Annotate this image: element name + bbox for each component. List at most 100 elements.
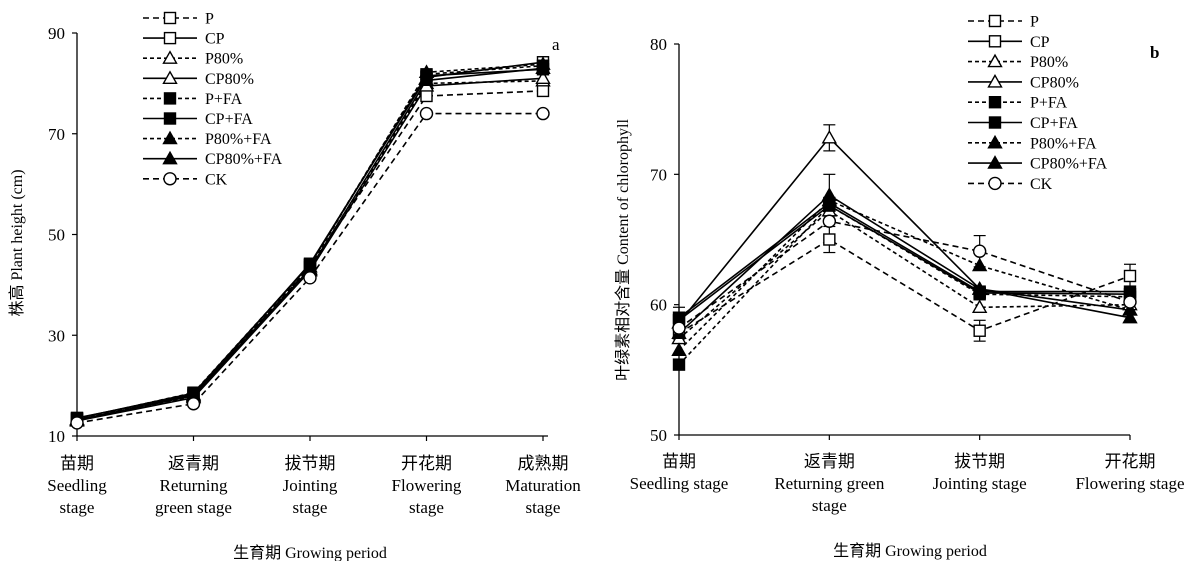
- panel-a-legend-entry-p80pct-plus-fa: P80%+FA: [143, 130, 272, 148]
- panel-b-series-line-cp-plus-fa: [678, 202, 1130, 319]
- panel-a-plant-height: 10 30 50 70 90 苗期 Seedling stage 返青期 Returning gr…: [8, 11, 581, 561]
- panel-a-category-label-line: 开花期: [401, 454, 452, 473]
- panel-b-legend-entry-p80pct: P80%: [968, 53, 1068, 71]
- panel-b-legend-entry-p: P: [968, 14, 1039, 31]
- panel-a-legend-entry-cp: CP: [143, 31, 225, 48]
- panel-a-legend-entry-ck: CK: [143, 171, 228, 188]
- panel-b-chlorophyll: 50 60 70 80 苗期 Seedling stage 返青期 Returning gr…: [614, 14, 1185, 561]
- panel-a-y-tick-label: 30: [48, 326, 65, 345]
- panel-b-legend-marker: [987, 134, 1003, 149]
- panel-b-legend-marker: [988, 116, 1002, 129]
- panel-b-category-label-line: Seedling stage: [630, 474, 729, 493]
- panel-a-legend-entry-p: P: [143, 11, 214, 28]
- panel-a-legend-marker: [162, 150, 178, 165]
- panel-b-point-ck: [1123, 295, 1137, 309]
- panel-a-legend-marker: [162, 50, 178, 64]
- panel-b-category-label-line: Flowering stage: [1075, 474, 1184, 493]
- panel-b-category-label: 开花期 Flowering stage: [1075, 452, 1184, 493]
- panel-a-legend-label: CP+FA: [205, 111, 253, 128]
- panel-a-series-line-p80pct-plus-fa: [76, 63, 544, 421]
- panel-a-legend: P CP P80% CP80% P+FA CP+FA P80%+FA CP80%+FA CK: [143, 11, 283, 188]
- panel-a-category-label-line: Seedling: [47, 476, 107, 495]
- panel-a-category-label: 开花期 Flowering stage: [392, 454, 462, 517]
- panel-b-series-line-p80pct-plus-fa: [678, 199, 1131, 351]
- panel-b-legend-entry-p80pct-plus-fa: P80%+FA: [968, 134, 1097, 152]
- panel-a-series-markers: [69, 56, 551, 430]
- panel-b-point-ck: [972, 244, 987, 258]
- panel-a-y-tick-label: 50: [48, 226, 65, 245]
- panel-b-legend-entry-cp: CP: [968, 34, 1050, 51]
- panel-b-legend: P CP P80% CP80% P+FA CP+FA P80%+FA CP80%+FA CK: [968, 14, 1108, 193]
- panel-b-series-line-cp80pct: [678, 136, 1131, 324]
- panel-b-legend-marker: [987, 155, 1003, 169]
- panel-b-legend-entry-cp80pct-plus-fa: CP80%+FA: [968, 155, 1108, 173]
- panel-a-x-axis-title: 生育期 Growing period: [233, 544, 387, 561]
- panel-b-y-tick-label: 70: [650, 165, 667, 184]
- panel-a-x-ticks: [76, 436, 544, 441]
- panel-a-legend-label: CP: [205, 31, 225, 48]
- panel-a-legend-label: P80%+FA: [205, 131, 272, 148]
- panel-b-category-label-line: 苗期: [662, 452, 696, 471]
- panel-b-legend-label: CP80%+FA: [1030, 156, 1108, 173]
- panel-b-point-p80pct-plus-fa: [971, 257, 988, 272]
- panel-b-legend-marker: [988, 95, 1002, 109]
- panel-b-point-cp80pct-plus-fa: [1122, 309, 1138, 324]
- panel-a-legend-entry-p80pct: P80%: [143, 50, 243, 68]
- panel-a-y-ticks: 10 30 50 70 90: [48, 24, 77, 446]
- panel-b-y-axis-title: 叶绿素相对含量 Content of chlorophyll: [614, 119, 632, 381]
- panel-b-y-tick-label: 80: [650, 35, 667, 54]
- panel-b-legend-label: CK: [1030, 176, 1053, 193]
- panel-a-point-ck: [186, 397, 201, 411]
- panel-a-point-p: [536, 84, 550, 98]
- panel-b-point-p80pct-plus-fa: [671, 342, 687, 356]
- panel-b-category-label: 返青期 Returning green stage: [774, 452, 884, 515]
- panel-b-legend-label: CP+FA: [1030, 115, 1078, 132]
- panel-a-category-label-line: 成熟期: [518, 453, 569, 473]
- panel-b-point-ck: [822, 214, 837, 228]
- panel-b-legend-label: CP: [1030, 34, 1050, 51]
- panel-b-legend-marker: [988, 176, 1002, 191]
- panel-a-category-label-line: stage: [526, 498, 561, 517]
- panel-a-point-ck: [70, 416, 84, 430]
- panel-b-legend-marker: [988, 35, 1002, 48]
- panel-a-category-label: 苗期 Seedling stage: [47, 454, 107, 517]
- panel-a-y-tick-label: 10: [48, 427, 65, 446]
- panel-b-legend-marker: [987, 73, 1003, 88]
- panel-b-series-line-ck: [678, 220, 1131, 329]
- panel-b-point-ck: [672, 321, 686, 335]
- panel-a-legend-label: P80%: [205, 51, 243, 68]
- panel-a-legend-entry-cp80pct-plus-fa: CP80%+FA: [143, 150, 283, 168]
- panel-a-point-cp80pct-plus-fa: [418, 72, 435, 87]
- panel-a-point-cp80pct-plus-fa: [535, 60, 551, 74]
- panel-a-legend-entry-p-plus-fa: P+FA: [143, 91, 243, 108]
- panel-b-series-line-p80pct: [678, 209, 1131, 340]
- panel-b-category-label-line: 开花期: [1105, 452, 1156, 471]
- panel-a-category-label-line: Jointing: [283, 476, 338, 495]
- panel-a-legend-marker: [163, 11, 177, 25]
- panel-b-legend-label: P80%+FA: [1030, 135, 1097, 152]
- panel-a-category-label-line: Maturation: [505, 476, 581, 495]
- panel-b-legend-marker: [988, 14, 1002, 28]
- panel-a-series-line-p80pct: [76, 80, 544, 421]
- panel-b-legend-marker: [987, 53, 1003, 68]
- panel-a-category-label-line: 苗期: [60, 454, 94, 473]
- panel-a-point-ck: [303, 271, 317, 285]
- panel-a-legend-marker: [163, 112, 177, 125]
- panel-b-legend-label: P: [1030, 14, 1039, 31]
- panel-b-y-tick-label: 50: [650, 426, 667, 445]
- panel-a-legend-marker: [163, 92, 177, 105]
- panel-b-category-label-line: 拔节期: [954, 452, 1005, 471]
- panel-a-legend-label: CP80%+FA: [205, 151, 283, 168]
- panel-b-legend-entry-p-plus-fa: P+FA: [968, 95, 1068, 112]
- panel-b-category-label-line: Jointing stage: [933, 474, 1027, 493]
- panel-b-legend-entry-ck: CK: [968, 176, 1053, 193]
- panel-a-point-cp80pct: [535, 70, 551, 85]
- panel-b-point-p: [973, 324, 986, 337]
- panel-b-series-line-p: [678, 238, 1131, 334]
- panel-a-legend-marker: [163, 31, 177, 45]
- panel-b-series-line-cp80pct-plus-fa: [678, 194, 1131, 334]
- panel-a-series-lines: [76, 61, 544, 424]
- panel-a-series-line-cp: [76, 61, 544, 419]
- panel-b-series-lines: [678, 136, 1131, 366]
